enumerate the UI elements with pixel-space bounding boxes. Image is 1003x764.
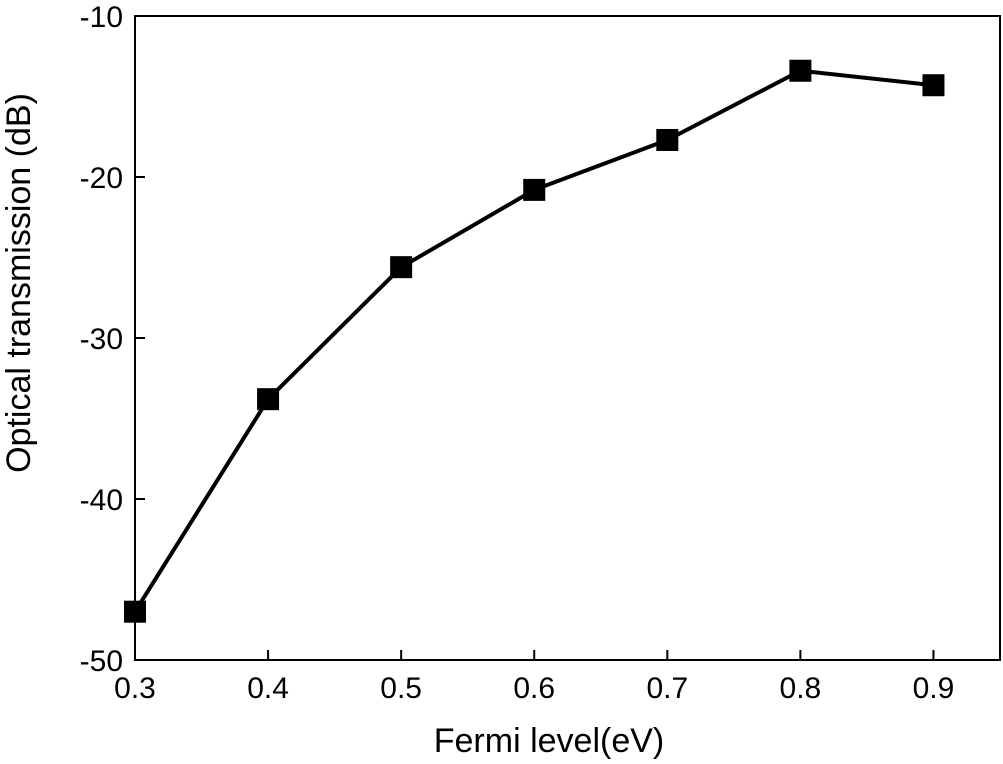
x-tick-label: 0.4: [247, 672, 289, 705]
series-markers: [124, 59, 945, 623]
data-point-marker: [922, 74, 945, 97]
x-tick-label: 0.7: [646, 672, 688, 705]
y-tick-label: -40: [80, 484, 123, 517]
y-axis: -10 -20 -30 -40 -50: [80, 1, 145, 678]
x-tick-label: 0.8: [780, 672, 822, 705]
x-tick-label: 0.9: [913, 672, 955, 705]
y-tick-label: -10: [80, 1, 123, 34]
data-point-marker: [789, 59, 812, 82]
x-tick-label: 0.6: [513, 672, 555, 705]
x-tick-label: 0.5: [380, 672, 422, 705]
x-axis: 0.3 0.4 0.5 0.6 0.7 0.8 0.9: [114, 650, 954, 705]
data-point-marker: [124, 600, 146, 623]
y-tick-label: -50: [80, 645, 123, 678]
x-tick-label: 0.3: [114, 672, 156, 705]
y-tick-label: -30: [80, 323, 123, 356]
data-point-marker: [390, 256, 413, 279]
data-point-marker: [656, 128, 679, 151]
x-axis-title: Fermi level(eV): [434, 722, 664, 760]
data-point-marker: [257, 388, 280, 411]
y-tick-label: -20: [80, 162, 123, 195]
series-line: [133, 68, 934, 613]
y-axis-title: Optical transmission (dB): [0, 93, 38, 473]
plot-frame: [134, 15, 1001, 661]
data-point-marker: [523, 178, 546, 201]
